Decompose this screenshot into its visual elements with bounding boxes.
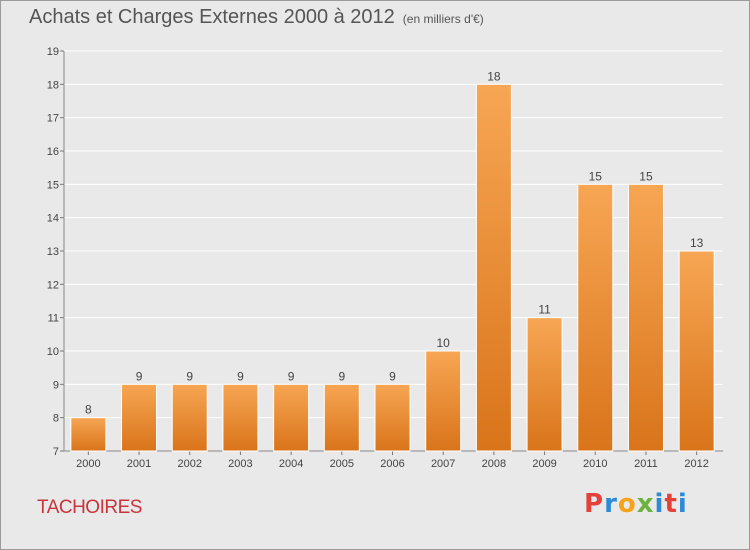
data-label: 15: [589, 169, 603, 183]
commune-name: TACHOIRES: [37, 497, 142, 518]
x-tick-label: 2006: [380, 458, 404, 470]
data-label: 9: [136, 369, 143, 383]
x-tick-label: 2005: [330, 458, 354, 470]
logo-letter: P: [584, 489, 605, 519]
y-tick-label: 17: [47, 113, 59, 125]
bar: [273, 383, 310, 452]
x-tick-label: 2009: [532, 458, 556, 470]
y-tick-label: 16: [47, 146, 59, 158]
logo-letter: t: [664, 489, 678, 519]
bar: [425, 350, 462, 452]
y-tick-label: 7: [53, 446, 59, 458]
x-tick-label: 2004: [279, 458, 303, 470]
data-label: 13: [690, 236, 704, 250]
bar: [475, 83, 512, 452]
y-tick-label: 10: [47, 346, 59, 358]
bar: [577, 183, 614, 452]
x-tick-label: 2000: [76, 458, 100, 470]
y-tick-label: 11: [48, 313, 59, 325]
data-label: 9: [389, 369, 396, 383]
data-label: 15: [639, 169, 653, 183]
x-tick-label: 2008: [482, 458, 506, 470]
bar: [678, 250, 715, 452]
data-label: 10: [437, 336, 451, 350]
chart-title: Achats et Charges Externes 2000 à 2012 (e…: [29, 6, 484, 29]
bar: [70, 417, 107, 452]
y-tick-label: 19: [47, 46, 59, 58]
data-label: 9: [186, 369, 193, 383]
bar: [323, 383, 360, 452]
data-label: 11: [538, 303, 551, 317]
y-tick-label: 9: [53, 379, 59, 391]
x-tick-label: 2011: [634, 458, 658, 470]
data-label: 9: [288, 369, 295, 383]
y-tick-label: 14: [47, 213, 59, 225]
logo-letter: r: [604, 489, 618, 519]
bar: [526, 317, 563, 452]
bar: [222, 383, 259, 452]
y-tick-label: 13: [47, 246, 59, 258]
x-tick-label: 2012: [684, 458, 708, 470]
data-label: 18: [487, 69, 501, 83]
data-label: 8: [85, 403, 92, 417]
data-label: 9: [338, 369, 345, 383]
bar: [374, 383, 411, 452]
logo-letter: i: [654, 489, 665, 519]
chart-title-text: Achats et Charges Externes 2000 à 2012: [29, 6, 395, 28]
bar: [627, 183, 664, 452]
data-label: 9: [237, 369, 244, 383]
x-tick-label: 2003: [228, 458, 252, 470]
logo-letter: i: [677, 489, 688, 519]
bar: [121, 383, 158, 452]
chart-unit: (en milliers d'€): [402, 12, 484, 26]
bar: [171, 383, 208, 452]
logo-letter: o: [617, 489, 637, 519]
x-tick-label: 2001: [127, 458, 151, 470]
y-tick-label: 8: [53, 413, 59, 425]
x-tick-label: 2010: [583, 458, 607, 470]
logo-letter: x: [636, 489, 655, 519]
x-tick-label: 2007: [431, 458, 455, 470]
proxiti-logo: Proxiti: [584, 489, 688, 519]
y-tick-label: 12: [47, 279, 59, 291]
y-tick-label: 15: [47, 179, 59, 191]
y-tick-label: 18: [47, 79, 59, 91]
x-tick-label: 2002: [177, 458, 201, 470]
